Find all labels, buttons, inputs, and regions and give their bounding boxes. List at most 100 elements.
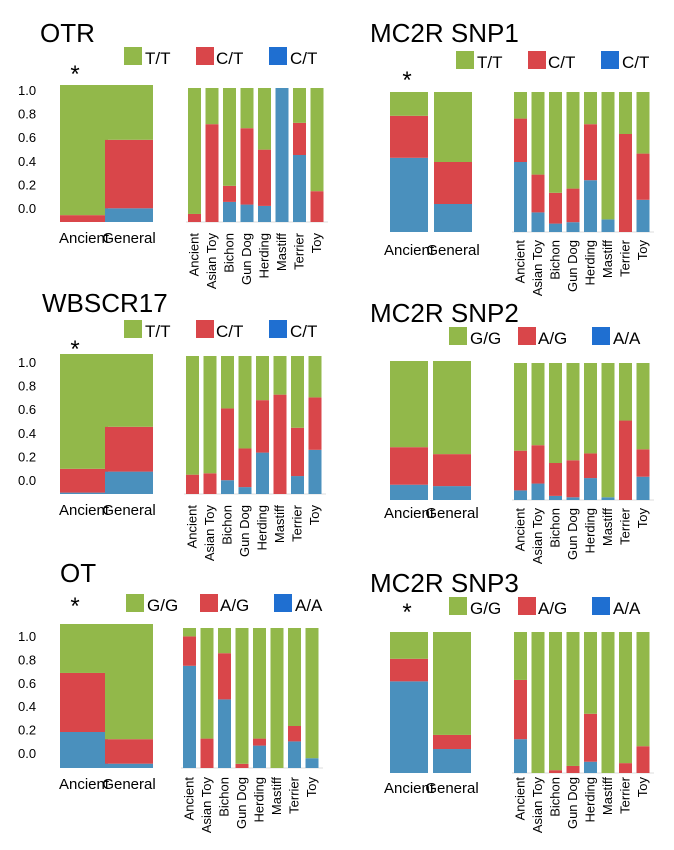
bar-ot-right-gun-dog-ag-1: [235, 763, 249, 768]
bar-wbscr17-right-herding-ct-0: [256, 452, 269, 494]
y-tick-label: 0.0: [18, 201, 36, 216]
bar-mc2r-snp1-right-ancient-ct-0: [514, 162, 527, 232]
bar-mc2r-snp2-left-ancient-ag-1: [390, 447, 428, 485]
bar-mc2r-snp2-left-general-ag-1: [433, 454, 471, 487]
bar-wbscr17-left-general-tt-2: [105, 354, 153, 427]
bar-mc2r-snp1-right-mastiff-ct-0: [601, 219, 615, 232]
bar-mc2r-snp1-right-asian-toy-tt-2: [531, 92, 545, 175]
bar-mc2r-snp2-left-ancient-aa-0: [390, 484, 428, 500]
bar-ot-left-general-ag-1: [105, 739, 153, 764]
bar-mc2r-snp2-right-ancient-gg-2: [514, 363, 527, 451]
x-category-label: Ancient: [384, 505, 435, 522]
bar-mc2r-snp2-right-asian-toy-aa-0: [531, 483, 545, 500]
bar-mc2r-snp1-right-gun-dog-ct-0: [566, 222, 580, 232]
bar-ot-right-ancient-ag-1: [183, 636, 196, 666]
x-category-label: Ancient: [59, 502, 110, 519]
bar-ot-left-ancient-aa-0: [60, 732, 108, 768]
breed-group-bars: Ancient Asian Toy Bichon Gun Dog Herding Mast…: [512, 92, 654, 296]
legend-swatch: [456, 51, 474, 69]
legend-label: C/T: [622, 53, 649, 72]
bar-mc2r-snp2-right-bichon-ag-1: [549, 463, 562, 496]
bar-wbscr17-right-asian-toy-tt-2: [203, 356, 217, 474]
x-breed-label: Terrier: [618, 239, 633, 277]
legend-swatch: [592, 327, 610, 345]
bar-ot-right-terrier-ag-1: [288, 726, 301, 742]
x-breed-label: Bichon: [222, 233, 237, 273]
legend-swatch: [592, 597, 610, 615]
x-breed-label: Ancient: [513, 240, 528, 284]
x-breed-label: Terrier: [287, 776, 302, 814]
legend-swatch: [269, 47, 287, 65]
y-tick-label: 0.6: [18, 130, 36, 145]
panel-title: OTR: [40, 18, 95, 48]
x-breed-label: Mastiff: [600, 777, 615, 815]
breed-group-bars: Ancient Asian Toy Bichon Gun Dog Herding Mast…: [186, 88, 328, 289]
bar-otr-right-bichon-ct-1: [223, 185, 236, 202]
x-breed-label: Gun Dog: [565, 777, 580, 829]
x-category-label: General: [102, 502, 155, 519]
bar-mc2r-snp1-right-bichon-ct-0: [549, 223, 562, 232]
x-breed-label: Toy: [309, 233, 324, 254]
bar-wbscr17-right-herding-ct-1: [256, 400, 269, 453]
bar-mc2r-snp2-right-asian-toy-ag-1: [531, 445, 545, 484]
legend-swatch: [124, 320, 142, 338]
x-breed-label: Asian Toy: [530, 508, 545, 565]
legend-swatch: [124, 47, 142, 65]
bar-mc2r-snp1-right-herding-ct-0: [584, 180, 597, 232]
x-breed-label: Terrier: [290, 504, 305, 542]
bar-mc2r-snp2-right-toy-gg-2: [636, 363, 650, 450]
bar-otr-right-herding-ct-0: [258, 205, 271, 222]
x-category-label: Ancient: [384, 242, 435, 259]
x-breed-label: Mastiff: [600, 240, 615, 278]
x-breed-label: Asian Toy: [204, 233, 219, 290]
bar-mc2r-snp2-right-ancient-ag-1: [514, 450, 527, 491]
y-tick-label: 0.0: [18, 473, 36, 488]
legend-swatch: [449, 597, 467, 615]
legend-swatch: [196, 320, 214, 338]
bar-mc2r-snp3-right-herding-gg-2: [584, 632, 597, 714]
bar-ot-right-terrier-aa-0: [288, 741, 301, 768]
x-breed-label: Gun Dog: [237, 505, 252, 557]
bar-otr-right-mastiff-ct-0: [275, 88, 289, 222]
legend-label: C/T: [216, 49, 243, 68]
x-category-label: Ancient: [59, 776, 110, 793]
panel-title: OT: [60, 558, 96, 588]
bar-otr-right-bichon-tt-2: [223, 88, 236, 186]
bar-mc2r-snp1-right-bichon-tt-2: [549, 92, 562, 193]
x-breed-label: Terrier: [618, 507, 633, 545]
legend-swatch: [196, 47, 214, 65]
bar-mc2r-snp2-right-terrier-gg-2: [619, 363, 632, 421]
bar-mc2r-snp3-right-bichon-gg-2: [549, 632, 562, 771]
y-tick-label: 0.0: [18, 746, 36, 761]
x-breed-label: Toy: [635, 777, 650, 798]
bar-wbscr17-right-toy-ct-1: [308, 397, 322, 450]
x-breed-label: Mastiff: [272, 505, 287, 543]
legend-label: C/T: [290, 49, 317, 68]
bar-mc2r-snp1-right-herding-ct-1: [584, 124, 597, 181]
bar-mc2r-snp3-right-asian-toy-gg-2: [531, 632, 545, 773]
legend-swatch: [126, 594, 144, 612]
legend-swatch: [518, 327, 536, 345]
panel-ot: OTG/G A/G A/A*1.00.80.60.40.20.0AncientGen…: [18, 558, 323, 833]
bar-wbscr17-right-bichon-ct-0: [221, 480, 234, 494]
legend-label: T/T: [477, 53, 503, 72]
panel-title: WBSCR17: [42, 288, 168, 318]
bar-wbscr17-right-gun-dog-ct-1: [238, 448, 252, 488]
bar-wbscr17-right-herding-tt-2: [256, 356, 269, 401]
significance-star: *: [70, 336, 79, 363]
bar-wbscr17-right-mastiff-ct-1: [273, 394, 287, 494]
x-breed-label: Toy: [635, 508, 650, 529]
bar-wbscr17-right-bichon-tt-2: [221, 356, 234, 409]
bar-otr-right-ancient-ct-1: [188, 213, 201, 222]
bar-ot-right-herding-gg-2: [253, 628, 266, 739]
y-tick-label: 0.6: [18, 676, 36, 691]
legend-label: T/T: [145, 322, 171, 341]
bar-mc2r-snp3-right-herding-ag-1: [584, 713, 597, 762]
bar-otr-left-general-ct-0: [105, 208, 153, 222]
bar-mc2r-snp1-right-toy-ct-0: [636, 199, 650, 232]
legend-swatch: [449, 327, 467, 345]
x-category-label: General: [102, 230, 155, 247]
y-tick-label: 0.2: [18, 449, 36, 464]
